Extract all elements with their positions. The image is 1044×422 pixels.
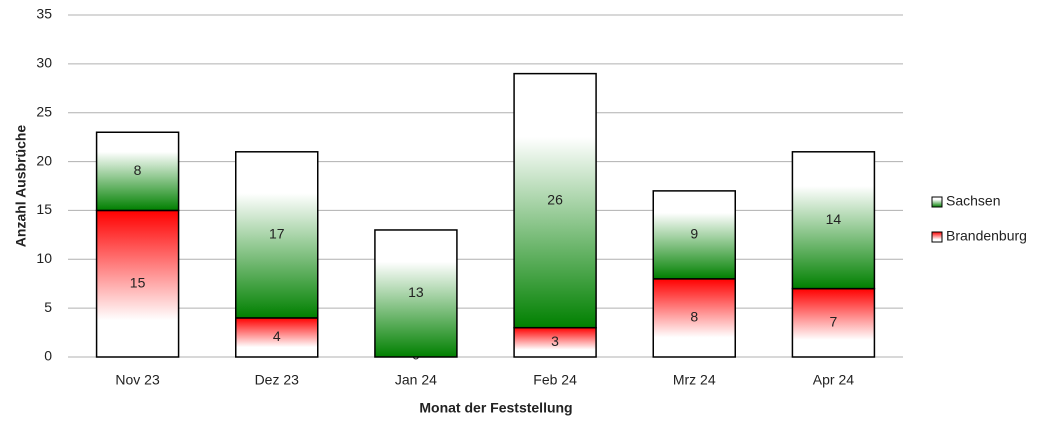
y-tick-label: 0 bbox=[44, 348, 52, 364]
bar-segment bbox=[791, 151, 876, 290]
data-label: 8 bbox=[690, 309, 698, 325]
x-axis-label: Monat der Feststellung bbox=[419, 400, 572, 416]
data-label: 8 bbox=[134, 162, 142, 178]
x-tick-label: Jan 24 bbox=[395, 372, 437, 388]
bar-segment bbox=[95, 209, 180, 358]
bar-segment bbox=[652, 190, 736, 280]
data-label: 17 bbox=[269, 226, 285, 242]
y-axis-label: Anzahl Ausbrüche bbox=[13, 125, 29, 248]
data-label: 3 bbox=[551, 333, 559, 349]
x-tick-label: Feb 24 bbox=[533, 372, 577, 388]
data-label: 14 bbox=[826, 211, 842, 227]
data-label: 7 bbox=[830, 314, 838, 330]
y-tick-label: 15 bbox=[36, 201, 52, 217]
bar-segment bbox=[513, 326, 597, 358]
data-label: 26 bbox=[547, 191, 563, 207]
bar-segment bbox=[652, 278, 736, 358]
bar-segment bbox=[513, 72, 597, 329]
legend-swatch bbox=[931, 196, 943, 208]
y-tick-label: 30 bbox=[36, 55, 52, 71]
y-tick-label: 25 bbox=[36, 103, 52, 119]
data-label: 4 bbox=[273, 328, 281, 344]
y-tick-label: 10 bbox=[36, 250, 52, 266]
bar-segment bbox=[791, 287, 876, 358]
legend-swatch bbox=[931, 231, 943, 243]
data-label: 13 bbox=[408, 284, 424, 300]
bar-segment bbox=[374, 229, 458, 358]
x-tick-label: Apr 24 bbox=[813, 372, 854, 388]
bar-segment bbox=[95, 131, 180, 212]
y-tick-label: 35 bbox=[36, 6, 52, 22]
bar-segment bbox=[235, 317, 319, 358]
x-tick-label: Mrz 24 bbox=[673, 372, 716, 388]
legend-label: Brandenburg bbox=[946, 228, 1027, 244]
legend-label: Sachsen bbox=[946, 193, 1000, 209]
y-tick-label: 20 bbox=[36, 152, 52, 168]
data-label: 9 bbox=[690, 226, 698, 242]
x-tick-label: Nov 23 bbox=[115, 372, 160, 388]
data-label: 15 bbox=[130, 274, 146, 290]
x-tick-label: Dez 23 bbox=[255, 372, 300, 388]
bar-segment bbox=[235, 151, 319, 319]
y-tick-label: 5 bbox=[44, 299, 52, 315]
